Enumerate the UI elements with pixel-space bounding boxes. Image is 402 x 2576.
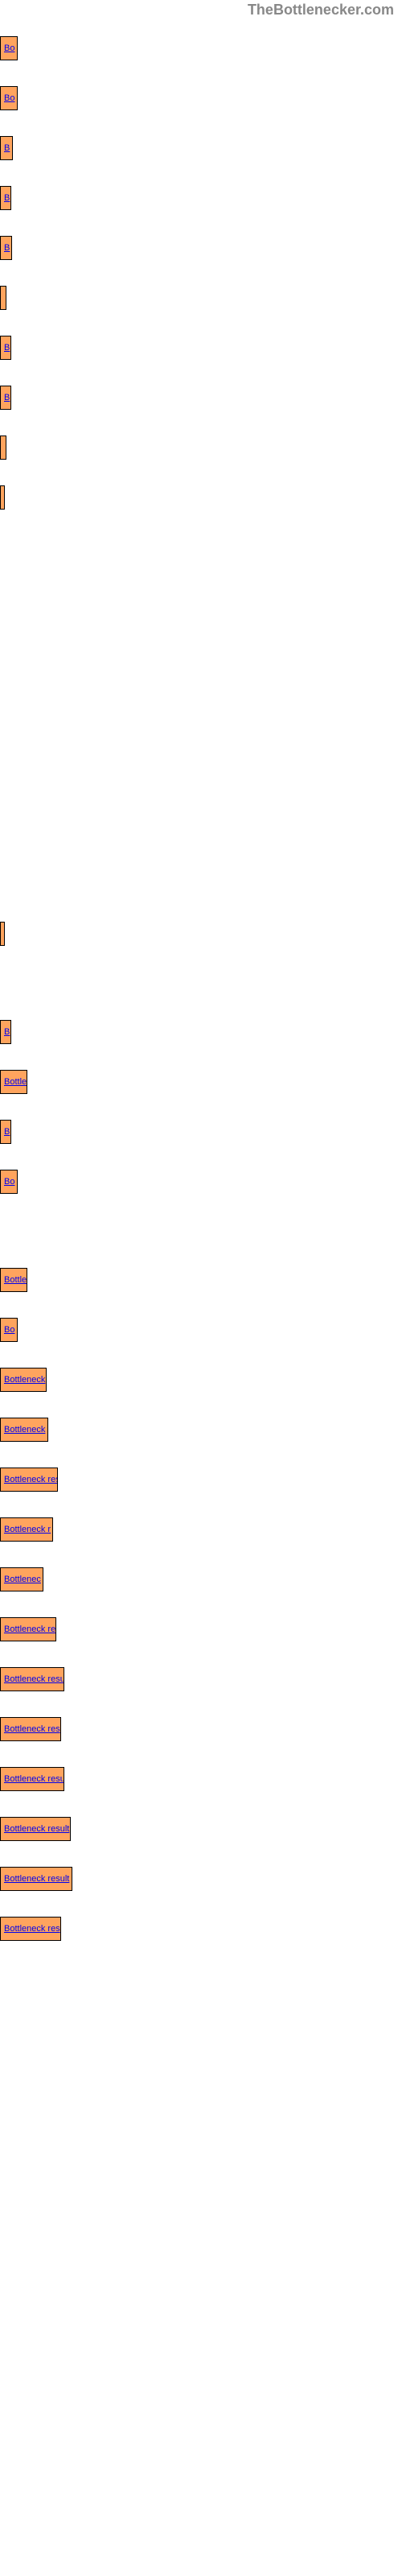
bar-row: Bottleneck res bbox=[0, 1905, 402, 1953]
bar-label-link[interactable]: Bottleneck result bbox=[4, 1824, 69, 1834]
bar-row bbox=[0, 765, 402, 813]
bar-label-link[interactable]: B bbox=[4, 393, 10, 402]
bar-label-link[interactable]: B bbox=[4, 1127, 10, 1137]
bar bbox=[0, 436, 6, 460]
bar-row: B bbox=[0, 374, 402, 422]
bars-container: Bo Bo B B B B B B Bottle B Bo Bottle Bo Bottleneck Bot… bbox=[0, 0, 402, 1953]
bar-row bbox=[0, 813, 402, 861]
bar: Bottleneck res bbox=[0, 1468, 58, 1492]
bar-row: B bbox=[0, 174, 402, 222]
bar-row bbox=[0, 523, 402, 572]
bar: Bottleneck bbox=[0, 1418, 48, 1442]
bar-label-link[interactable]: Bottleneck res bbox=[4, 1475, 58, 1484]
bar-label-link[interactable]: Bottle bbox=[4, 1077, 27, 1087]
bar-label-link[interactable]: Bottleneck res bbox=[4, 1724, 60, 1734]
bar-row bbox=[0, 274, 402, 322]
bar-row bbox=[0, 668, 402, 716]
bar-row bbox=[0, 960, 402, 1008]
bar-row: Bottleneck bbox=[0, 1356, 402, 1404]
bar-label-link[interactable]: Bottleneck r bbox=[4, 1525, 51, 1534]
bar-label-link[interactable]: Bottleneck resu bbox=[4, 1774, 64, 1784]
bar-label-link[interactable]: B bbox=[4, 243, 10, 253]
bar-row: B bbox=[0, 124, 402, 172]
bar: Bo bbox=[0, 86, 18, 110]
bar: Bottleneck re bbox=[0, 1617, 56, 1641]
bar-row: Bottleneck resu bbox=[0, 1755, 402, 1803]
bar-label-link[interactable]: Bo bbox=[4, 93, 14, 103]
bar: Bo bbox=[0, 1170, 18, 1194]
bar: Bottleneck res bbox=[0, 1917, 61, 1941]
bar-row: Bo bbox=[0, 1306, 402, 1354]
bar-row: Bottlenec bbox=[0, 1555, 402, 1604]
bar: B bbox=[0, 236, 12, 260]
bar-label-link[interactable]: B bbox=[4, 343, 10, 353]
bar-label-link[interactable]: Bottleneck re bbox=[4, 1624, 55, 1634]
bar-label-link[interactable]: Bottleneck result bbox=[4, 1874, 69, 1884]
bar-row: B bbox=[0, 1008, 402, 1056]
bar-label-link[interactable]: B bbox=[4, 193, 10, 203]
bar: Bottleneck resu bbox=[0, 1767, 64, 1791]
bar-label-link[interactable]: Bo bbox=[4, 1177, 14, 1187]
bar: Bottleneck result bbox=[0, 1817, 71, 1841]
bar-label-link[interactable]: B bbox=[4, 143, 10, 153]
bar: Bottleneck result bbox=[0, 1867, 72, 1891]
bar-row: Bottle bbox=[0, 1058, 402, 1106]
bar: Bo bbox=[0, 36, 18, 60]
bar-row: Bottleneck re bbox=[0, 1605, 402, 1653]
bar: Bottle bbox=[0, 1070, 27, 1094]
bar-row: Bottle bbox=[0, 1256, 402, 1304]
bar: B bbox=[0, 186, 11, 210]
bar-row: Bottleneck res bbox=[0, 1455, 402, 1504]
bar-row bbox=[0, 423, 402, 472]
bar-row bbox=[0, 572, 402, 620]
bar: Bottleneck resu bbox=[0, 1667, 64, 1691]
bar-row bbox=[0, 473, 402, 522]
bar-row bbox=[0, 861, 402, 910]
bar: Bo bbox=[0, 1318, 18, 1342]
bar-label-link[interactable]: Bottlenec bbox=[4, 1575, 41, 1584]
bar bbox=[0, 286, 6, 310]
bar-label-link[interactable]: Bottleneck bbox=[4, 1425, 45, 1435]
bar-row: B bbox=[0, 1108, 402, 1156]
bar: B bbox=[0, 1120, 11, 1144]
bar-row: Bottleneck bbox=[0, 1406, 402, 1454]
bar-label-link[interactable]: B bbox=[4, 1027, 10, 1037]
bar-row bbox=[0, 910, 402, 958]
chart-container: TheBottlenecker.com BoBoBBBBBBBottleBBoB… bbox=[0, 0, 402, 2576]
bar: B bbox=[0, 386, 11, 410]
bar-row: Bo bbox=[0, 74, 402, 122]
bar: B bbox=[0, 336, 11, 360]
bar-label-link[interactable]: Bottleneck bbox=[4, 1375, 45, 1385]
bar-label-link[interactable]: Bottleneck res bbox=[4, 1924, 60, 1934]
bar: Bottleneck res bbox=[0, 1717, 61, 1741]
bar bbox=[0, 485, 5, 510]
bar-row bbox=[0, 1208, 402, 1256]
bar bbox=[0, 922, 5, 946]
bar: B bbox=[0, 136, 13, 160]
bar: Bottleneck bbox=[0, 1368, 47, 1392]
watermark-text: TheBottlenecker.com bbox=[248, 2, 394, 19]
bar-label-link[interactable]: Bo bbox=[4, 43, 14, 53]
bar: B bbox=[0, 1020, 11, 1044]
bar: Bottlenec bbox=[0, 1567, 43, 1591]
bar-row: Bottleneck result bbox=[0, 1855, 402, 1903]
bar-row: Bottleneck result bbox=[0, 1805, 402, 1853]
bar-row: Bo bbox=[0, 1158, 402, 1206]
bar-row: B bbox=[0, 324, 402, 372]
bar-row bbox=[0, 620, 402, 668]
bar-row: Bottleneck res bbox=[0, 1705, 402, 1753]
bar: Bottleneck r bbox=[0, 1517, 53, 1542]
bar-label-link[interactable]: Bo bbox=[4, 1325, 14, 1335]
bar-row: B bbox=[0, 224, 402, 272]
bar-row: Bo bbox=[0, 24, 402, 72]
bar: Bottle bbox=[0, 1268, 27, 1292]
bar-row: Bottleneck resu bbox=[0, 1655, 402, 1703]
bar-label-link[interactable]: Bottle bbox=[4, 1275, 27, 1285]
bar-row bbox=[0, 716, 402, 765]
bar-row: Bottleneck r bbox=[0, 1505, 402, 1554]
bar-label-link[interactable]: Bottleneck resu bbox=[4, 1674, 64, 1684]
